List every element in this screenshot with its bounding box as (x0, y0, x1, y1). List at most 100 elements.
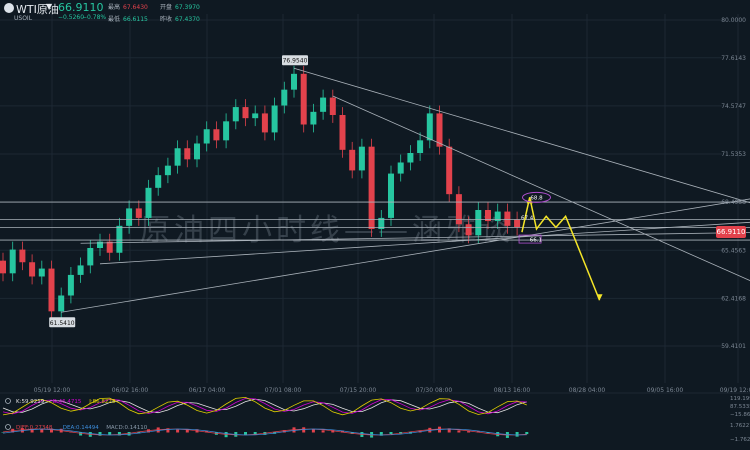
x-tick-label: 08/28 04:00 (569, 387, 606, 394)
target-ellipse (522, 191, 551, 203)
trend-line (61, 198, 750, 313)
candle-body (116, 225, 123, 253)
candle-body (485, 209, 491, 222)
macd-bar (117, 432, 121, 436)
candle-body (97, 241, 103, 248)
candle-body (9, 249, 16, 274)
candle-body (232, 107, 239, 122)
candle-body (106, 241, 113, 253)
price-change-pct: −0.78% (82, 14, 107, 21)
high-marker-label: 76.9540 (283, 58, 308, 65)
macd-bar (525, 432, 529, 435)
macd-bar (476, 431, 480, 433)
candle-body (164, 165, 171, 176)
candle-body (291, 73, 297, 90)
candle-body (145, 187, 152, 218)
candle-body (320, 97, 327, 112)
level-text: 67.4 (521, 215, 534, 221)
candle-body (261, 113, 268, 133)
indicator-label: DIFF:0.27348 (16, 425, 53, 431)
indicator-label: D:46.4715 (53, 399, 82, 405)
stat-high: 最高 67.6430 (108, 4, 148, 11)
macd-bar (50, 428, 53, 433)
macd-bar (176, 429, 180, 433)
x-tick-label: 07/15 20:00 (340, 387, 377, 394)
macd-bar (467, 431, 471, 433)
macd-bar (108, 432, 112, 435)
macd-bar (205, 430, 209, 433)
quote-header: WTI原油 ▼ 66.9110 USOIL −0.5260 −0.78% 最高 6… (0, 0, 330, 26)
indicator-label: J:86.8228 (88, 399, 116, 405)
trend-line (99, 221, 750, 265)
low-marker-label: 61.5410 (50, 320, 75, 327)
watermark: 原油四小时线——涵雅谈 (140, 213, 514, 248)
candle-body (252, 113, 259, 119)
stat-low: 最低 66.6115 (108, 16, 148, 23)
macd-bar (515, 432, 519, 437)
macd-bar (40, 429, 44, 433)
x-tick-label: 06/17 04:00 (189, 387, 226, 394)
current-price-badge: 66.9110 (716, 226, 746, 238)
trend-line (332, 95, 750, 282)
oil-icon (4, 3, 14, 13)
candle-body (310, 111, 317, 125)
macd-bar (30, 429, 34, 433)
symbol-code: USOIL (14, 15, 33, 22)
candle-body (397, 162, 404, 174)
candle-body (436, 113, 443, 147)
macd-bar (166, 428, 170, 433)
candle-body (349, 149, 356, 171)
indicator-label: DEA:0.14494 (63, 425, 99, 431)
macd-bar (447, 428, 451, 433)
stat-prev-close: 昨收 67.4370 (160, 16, 200, 23)
candle-body (339, 114, 346, 150)
candle-body (494, 211, 501, 222)
price-change: −0.5260 (58, 14, 85, 21)
indicator-tick: −1.76221 (730, 437, 750, 443)
y-tick-label: 80.0000 (721, 17, 746, 24)
x-tick-label: 07/30 08:00 (416, 387, 453, 394)
candle-body (271, 105, 278, 133)
candle-body (329, 97, 336, 115)
macd-bar (350, 432, 354, 434)
macd-bar (244, 432, 247, 436)
stat-open: 开盘 67.3970 (160, 4, 200, 11)
macd-bar (282, 430, 286, 433)
grid-lines (0, 14, 739, 383)
macd-bar (321, 430, 325, 433)
macd-bar (127, 432, 131, 436)
trend-line (293, 67, 750, 204)
y-tick-label: 62.4168 (721, 295, 746, 302)
macd-line (2, 428, 527, 436)
indicator-labels: K:59.9219 D:46.4715 J:86.8228 DIFF:0.27348 D… (5, 398, 148, 431)
arrow-down-icon (596, 294, 603, 301)
macd-indicator (1, 426, 529, 438)
candle-body (281, 89, 288, 106)
low-marker-box (49, 317, 76, 328)
candle-body (0, 260, 6, 274)
kdj-line (2, 396, 527, 416)
candle-body (223, 121, 230, 141)
candle-body (19, 249, 26, 263)
candle-body (407, 152, 414, 163)
macd-bar (389, 432, 393, 435)
candle-body (135, 208, 142, 218)
x-tick-label: 08/13 16:00 (494, 387, 531, 394)
candle-body (38, 268, 45, 277)
macd-bar (1, 432, 5, 433)
candle-body (514, 219, 521, 228)
chevron-down-icon[interactable]: ▼ (46, 2, 53, 11)
macd-bar (331, 430, 335, 433)
kdj-line (2, 398, 527, 414)
candle-body (378, 217, 385, 229)
candlesticks (0, 65, 521, 320)
macd-bar (341, 430, 344, 433)
last-price: 66.9110 (58, 1, 104, 14)
indicator-tick: 87.5335 (730, 404, 750, 410)
instrument-title[interactable]: WTI原油 (16, 3, 59, 16)
indicator-label: K:59.9219 (16, 399, 45, 405)
candle-body (184, 148, 191, 160)
macd-bar (311, 429, 315, 433)
indicator-label: MACD:0.14110 (106, 425, 148, 431)
